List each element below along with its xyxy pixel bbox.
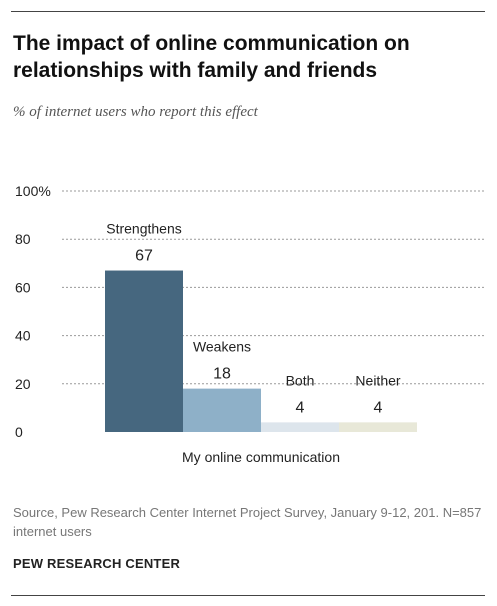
category-label: Neither	[355, 372, 400, 388]
y-tick-label: 80	[15, 231, 31, 247]
bar	[105, 270, 183, 432]
bar	[339, 422, 417, 432]
y-tick-label: 0	[15, 424, 23, 440]
data-label: 67	[135, 248, 153, 265]
y-tick-label: 20	[15, 376, 31, 392]
bottom-rule	[11, 595, 485, 596]
data-label: 18	[213, 366, 231, 383]
category-label: Weakens	[193, 339, 251, 355]
data-label: 4	[374, 399, 383, 416]
source-note: Source, Pew Research Center Internet Pro…	[13, 505, 482, 539]
data-label: 4	[296, 399, 305, 416]
chart-subtitle: % of internet users who report this effe…	[13, 104, 258, 120]
y-tick-label: 100%	[15, 183, 51, 199]
y-tick-label: 60	[15, 279, 31, 295]
chart-title: The impact of online communication on re…	[13, 32, 410, 82]
top-rule	[11, 11, 485, 12]
category-label: Strengthens	[106, 221, 182, 237]
y-tick-label: 40	[15, 328, 31, 344]
bar	[183, 388, 261, 432]
brand-label: PEW RESEARCH CENTER	[13, 556, 181, 571]
bar-chart: 0 20 40 60 80 100% 67 Strengthens 18 Weakens 4 Both…	[15, 183, 486, 465]
bar	[261, 422, 339, 432]
category-label: Both	[286, 372, 315, 388]
x-axis-label: My online communication	[182, 449, 340, 465]
